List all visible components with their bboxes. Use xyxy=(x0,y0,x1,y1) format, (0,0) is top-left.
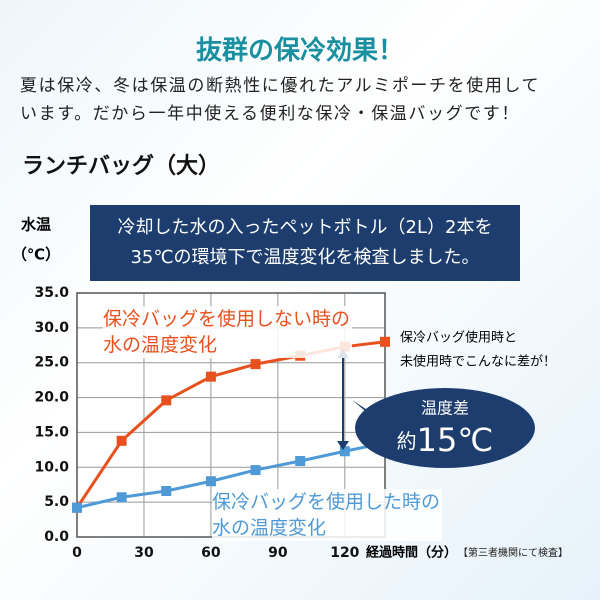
y-label: 水温 xyxy=(21,216,51,234)
info-box xyxy=(90,205,520,281)
callout-small: 温度差 xyxy=(421,399,469,418)
series-label: 保冷バッグを使用しない時の水の温度変化 xyxy=(103,306,352,358)
note: 【第三者機関にて検査】 xyxy=(458,546,568,559)
para-line: います。だから一年中使える便利な保冷・保温バッグです！ xyxy=(20,104,520,124)
y-tick-label: 0.0 xyxy=(44,529,69,545)
callout-text: 約15℃ xyxy=(397,421,494,459)
marker xyxy=(205,476,216,487)
marker xyxy=(161,395,172,406)
marker xyxy=(72,502,82,513)
marker xyxy=(250,465,261,476)
title: 抜群の保冷効果！ xyxy=(195,36,404,66)
callout-prefix: 約 xyxy=(397,429,417,453)
callout xyxy=(355,388,535,468)
y-tick-label: 25.0 xyxy=(34,355,69,371)
para-line: 夏は保冷、冬は保温の断熱性に優れたアルミポーチを使用して xyxy=(20,76,541,96)
marker xyxy=(339,446,350,457)
product: ランチバッグ（大） xyxy=(22,154,221,179)
annotation: 保冷バッグ使用時と xyxy=(400,330,517,346)
x-tick-label: 60 xyxy=(201,545,221,561)
y-tick-label: 15.0 xyxy=(34,424,69,440)
marker xyxy=(116,435,127,446)
x-tick-label: 120 xyxy=(330,545,359,561)
x-label: 経過時間（分） xyxy=(366,545,457,561)
marker xyxy=(116,492,127,503)
info-text: 35℃の環境下で温度変化を検査しました。 xyxy=(130,247,479,268)
x-tick-label: 30 xyxy=(134,545,154,561)
series-line xyxy=(76,441,386,510)
y-tick-label: 30.0 xyxy=(34,320,69,336)
annotation: 未使用時でこんなに差が！ xyxy=(400,354,556,370)
paragraph: 夏は保冷、冬は保温の断熱性に優れたアルミポーチを使用して います。だから一年中使… xyxy=(20,72,540,128)
y-tick-label: 35.0 xyxy=(34,285,69,301)
info-text: 冷却した水の入ったペットボトル（2L）2本を xyxy=(118,217,493,238)
marker xyxy=(380,336,390,347)
y-tick-label: 20.0 xyxy=(34,390,69,406)
callout-big: 15℃ xyxy=(417,421,494,459)
y-tick-label: 10.0 xyxy=(34,459,69,475)
marker xyxy=(205,371,216,382)
series-label: 保冷バッグを使用した時の水の温度変化 xyxy=(212,489,442,541)
marker xyxy=(161,485,172,496)
y-label: （℃） xyxy=(12,246,60,264)
x-tick-label: 0 xyxy=(72,545,82,561)
y-tick-label: 5.0 xyxy=(44,494,69,510)
marker xyxy=(250,359,261,370)
marker xyxy=(295,456,306,467)
x-tick-label: 90 xyxy=(268,545,288,561)
